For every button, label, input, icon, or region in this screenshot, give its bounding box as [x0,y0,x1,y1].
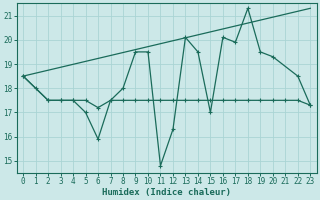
X-axis label: Humidex (Indice chaleur): Humidex (Indice chaleur) [102,188,231,197]
